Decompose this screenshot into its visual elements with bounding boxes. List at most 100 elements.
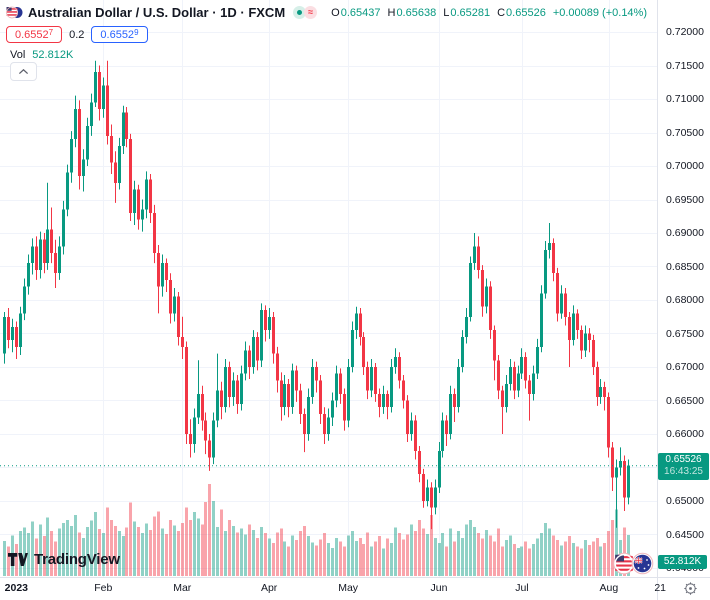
candle-body xyxy=(418,450,421,475)
symbol-header: Australian Dollar / U.S. Dollar · 1D · F… xyxy=(6,5,647,20)
candle-body xyxy=(264,310,267,331)
tradingview-logo[interactable]: TradingView xyxy=(8,551,120,568)
candle-body xyxy=(216,390,219,421)
candle-body xyxy=(355,313,358,331)
candle-body xyxy=(532,373,535,394)
candle-body xyxy=(311,367,314,398)
candle-body xyxy=(611,447,614,478)
current-price-badge: 0.65526 16:43:25 xyxy=(658,453,709,480)
candle-body xyxy=(430,487,433,508)
candle-body xyxy=(370,367,373,391)
candle-body xyxy=(201,393,204,421)
high-value: 0.65638 xyxy=(396,6,437,19)
candle-body xyxy=(481,269,484,307)
candle-body xyxy=(580,330,583,351)
candle-body xyxy=(386,393,389,408)
candle-body xyxy=(493,330,496,361)
candle-body xyxy=(572,313,575,341)
candle-body xyxy=(513,367,516,391)
candle-body xyxy=(189,434,192,445)
bid-ask-row: 0.6552 7 0.2 0.6552 9 xyxy=(6,26,148,43)
candle-body xyxy=(390,367,393,408)
candle-body xyxy=(394,356,397,367)
candle-body xyxy=(592,340,595,367)
candle-body xyxy=(276,353,279,381)
candle-body xyxy=(70,139,73,173)
candle-body xyxy=(153,212,156,254)
price-tick-label: 0.67500 xyxy=(666,327,704,340)
settings-gear-icon[interactable] xyxy=(683,581,698,596)
price-tick-label: 0.66500 xyxy=(666,394,704,407)
open-value: 0.65437 xyxy=(340,6,381,19)
candle-body xyxy=(15,326,18,347)
candle-body xyxy=(236,380,239,404)
volume-axis-badge: 52.812K xyxy=(658,555,707,569)
candle-body xyxy=(272,316,275,354)
time-tick-label: Jul xyxy=(515,582,529,594)
time-tick-label: Mar xyxy=(173,582,192,594)
sell-bid-button[interactable]: 0.6552 7 xyxy=(6,26,63,43)
time-tick-label: May xyxy=(338,582,359,594)
candle-body xyxy=(165,263,168,280)
candle-body xyxy=(125,112,128,140)
candle-body xyxy=(406,400,409,434)
collapse-legend-button[interactable] xyxy=(10,62,37,81)
candle-body xyxy=(291,370,294,408)
candle-body xyxy=(497,360,500,391)
candle-body xyxy=(477,246,480,270)
candle-body xyxy=(98,72,101,110)
candle-body xyxy=(220,390,223,408)
candle-body xyxy=(351,330,354,367)
candle-body xyxy=(62,209,65,247)
time-tick-label: Aug xyxy=(599,582,619,594)
candle-body xyxy=(343,393,346,421)
candle-body xyxy=(248,350,251,367)
candle-body xyxy=(58,246,61,274)
candle-body xyxy=(228,367,231,398)
price-tick-label: 0.70000 xyxy=(666,160,704,172)
price-tick-label: 0.69000 xyxy=(666,227,704,239)
candle-body xyxy=(102,85,105,110)
time-axis[interactable]: 2023 Feb Mar Apr May Jun Jul Aug 21 xyxy=(0,577,710,600)
vol-value: 52.812K xyxy=(32,49,74,61)
current-price-value: 0.65526 xyxy=(665,454,702,465)
candle-body xyxy=(303,413,306,434)
candle-body xyxy=(402,380,405,401)
candle-body xyxy=(520,356,523,374)
candle-body xyxy=(556,273,559,314)
candle-body xyxy=(445,420,448,434)
candle-body xyxy=(335,373,338,401)
price-tick-label: 0.70500 xyxy=(666,126,704,139)
candle-body xyxy=(540,293,543,347)
candle-body xyxy=(548,243,551,250)
candle-body xyxy=(149,179,152,213)
candle-body xyxy=(347,367,350,421)
time-tick-label: Jun xyxy=(430,582,448,594)
candle-body xyxy=(588,333,591,341)
candle-body xyxy=(122,112,125,146)
candle-body xyxy=(232,380,235,398)
symbol-title[interactable]: Australian Dollar / U.S. Dollar · 1D · F… xyxy=(28,5,286,20)
candle-body xyxy=(137,189,140,220)
market-status-pill[interactable]: ≈ xyxy=(293,6,318,19)
price-axis[interactable]: 0.72000 0.71500 0.71000 0.70500 0.70000 0.695… xyxy=(657,0,710,577)
candle-body xyxy=(359,313,362,337)
buy-ask-button[interactable]: 0.6552 9 xyxy=(91,26,148,43)
candle-body xyxy=(197,393,200,418)
candle-body xyxy=(185,346,188,434)
market-open-dot-icon xyxy=(293,6,307,19)
candle-body xyxy=(181,336,184,347)
candle-body xyxy=(94,72,97,103)
candle-body xyxy=(7,316,10,341)
candle-body xyxy=(552,243,555,274)
candle-body xyxy=(410,420,413,434)
candle-body xyxy=(461,336,464,367)
candle-body xyxy=(204,420,207,441)
candle-body xyxy=(453,393,456,408)
candle-body xyxy=(212,420,215,458)
candle-body xyxy=(560,293,563,314)
candle-body xyxy=(299,390,302,414)
candle-body xyxy=(339,373,342,394)
candle-body xyxy=(564,293,567,317)
